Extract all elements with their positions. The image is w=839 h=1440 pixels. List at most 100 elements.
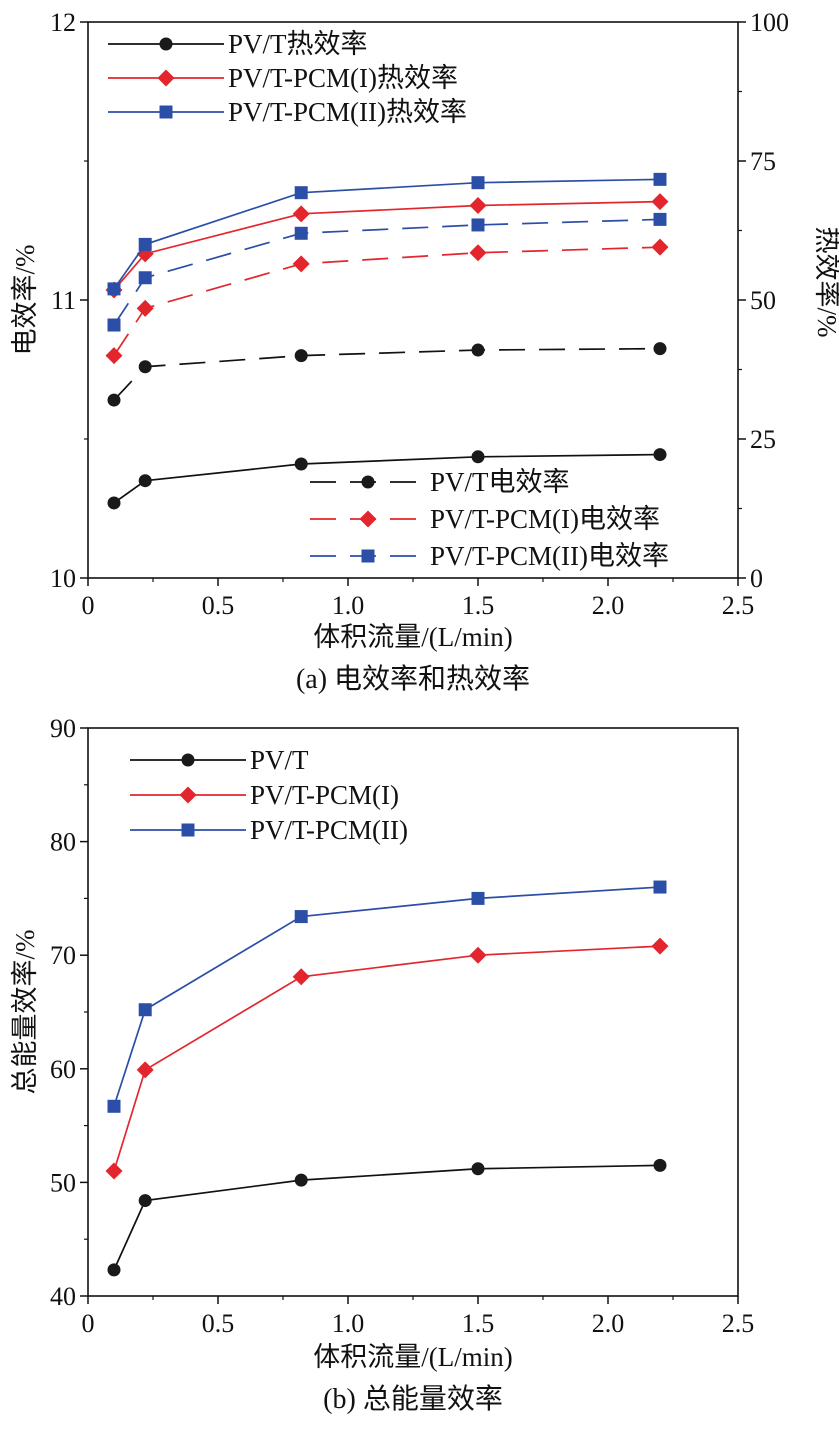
y2-tick-label: 25 [750,425,776,454]
data-point-4-0 [105,347,123,365]
data-point-2-2 [294,910,308,924]
y2-tick-label: 0 [750,564,763,593]
y-tick-label: 40 [50,1282,76,1311]
data-point-1-4 [651,193,669,211]
y-tick-label: 60 [50,1055,76,1084]
y2-tick-label: 50 [750,286,776,315]
series-line-2 [113,178,661,290]
x-tick-label: 2.5 [722,1309,755,1338]
x-tick-label: 2.0 [592,591,625,620]
data-point-2-4 [653,880,667,894]
data-point-0-0 [107,496,121,510]
data-point-2-1 [138,237,152,251]
data-point-1-3 [469,946,487,964]
data-point-0-3 [471,1162,485,1176]
legend-marker [181,823,195,837]
legend-label: PV/T [250,745,309,775]
data-point-0-4 [653,1158,667,1172]
chart-b: 0 0.5 1.0 1.5 2.0 2.5 40 50 60 70 80 90 体积流量/(L/min)… [10,714,754,1415]
x-tick-label: 0 [82,1309,95,1338]
data-point-5-3 [471,218,485,232]
series-line-1 [113,200,661,291]
data-point-2-4 [653,172,667,186]
x-tick-label: 1.0 [332,591,365,620]
data-point-0-1 [138,1194,152,1208]
data-point-0-4 [653,448,667,462]
y2-tick-label: 75 [750,147,776,176]
x-tick-label: 0 [82,591,95,620]
y2-tick-label: 100 [750,8,789,37]
data-point-3-0 [107,393,121,407]
x-tick-label: 1.5 [462,591,495,620]
legend-marker [361,549,375,563]
figure-caption: (b) 总能量效率 [323,1383,503,1415]
legend-marker [159,37,173,51]
plot-frame [87,727,739,1297]
data-point-1-2 [292,205,310,223]
y-axis-label: 总能量效率/% [10,930,40,1095]
data-point-4-1 [136,299,154,317]
chart-a: 0 0.5 1.0 1.5 2.0 2.5 10 11 12 0 25 50 75 100 体积流量/(L/… [10,8,839,695]
data-point-5-4 [653,212,667,226]
y-tick-label: 90 [50,714,76,743]
data-point-2-3 [471,891,485,905]
data-point-1-1 [136,1061,154,1079]
data-point-4-4 [651,238,669,256]
y-tick-label: 10 [50,564,76,593]
legend-marker [181,753,195,767]
legend-marker [159,105,173,119]
y-tick-label: 80 [50,828,76,857]
y-tick-label: 50 [50,1168,76,1197]
data-point-3-1 [138,360,152,374]
data-point-3-3 [471,343,485,357]
figure-caption: (a) 电效率和热效率 [296,663,530,695]
y-axis-label: 电效率/% [10,245,40,356]
data-point-2-3 [471,176,485,190]
data-point-3-4 [653,342,667,356]
legend-label: PV/T-PCM(I) [250,780,399,810]
data-point-0-0 [107,1263,121,1277]
data-point-0-1 [138,474,152,488]
legend-marker [179,786,197,804]
data-point-2-0 [107,282,121,296]
data-point-4-3 [469,244,487,262]
legend-label: PV/T-PCM(II) [250,815,408,845]
data-point-5-0 [107,318,121,332]
y-tick-label: 11 [51,286,76,315]
legend-label: PV/T-PCM(II)电效率 [430,541,669,571]
data-point-2-0 [107,1099,121,1113]
x-tick-label: 1.5 [462,1309,495,1338]
data-point-1-2 [292,968,310,986]
series-line-5 [113,218,661,326]
y-tick-label: 70 [50,941,76,970]
data-point-3-2 [294,349,308,363]
data-point-2-2 [294,186,308,200]
data-point-0-2 [294,1173,308,1187]
y-tick-label: 12 [50,8,76,37]
x-tick-label: 1.0 [332,1309,365,1338]
series-line-0 [113,453,661,504]
legend-marker [361,475,375,489]
data-point-5-1 [138,271,152,285]
data-point-1-4 [651,937,669,955]
data-point-4-2 [292,255,310,273]
x-tick-label: 2.0 [592,1309,625,1338]
y2-axis-label: 热效率/% [812,227,839,338]
series-line-3 [113,347,661,401]
legend-marker [157,69,175,87]
legend-label: PV/T-PCM(II)热效率 [228,97,467,127]
x-tick-label: 2.5 [722,591,755,620]
data-point-1-0 [105,1162,123,1180]
legend-label: PV/T热效率 [228,29,368,59]
data-point-0-2 [294,457,308,471]
data-point-2-1 [138,1003,152,1017]
legend-marker [359,510,377,528]
legend-label: PV/T-PCM(I)热效率 [228,63,458,93]
legend-label: PV/T-PCM(I)电效率 [430,504,660,534]
x-axis-label: 体积流量/(L/min) [313,1342,512,1372]
data-point-0-3 [471,450,485,464]
legend-label: PV/T电效率 [430,467,570,497]
x-tick-label: 0.5 [202,591,235,620]
x-axis-label: 体积流量/(L/min) [313,622,512,652]
